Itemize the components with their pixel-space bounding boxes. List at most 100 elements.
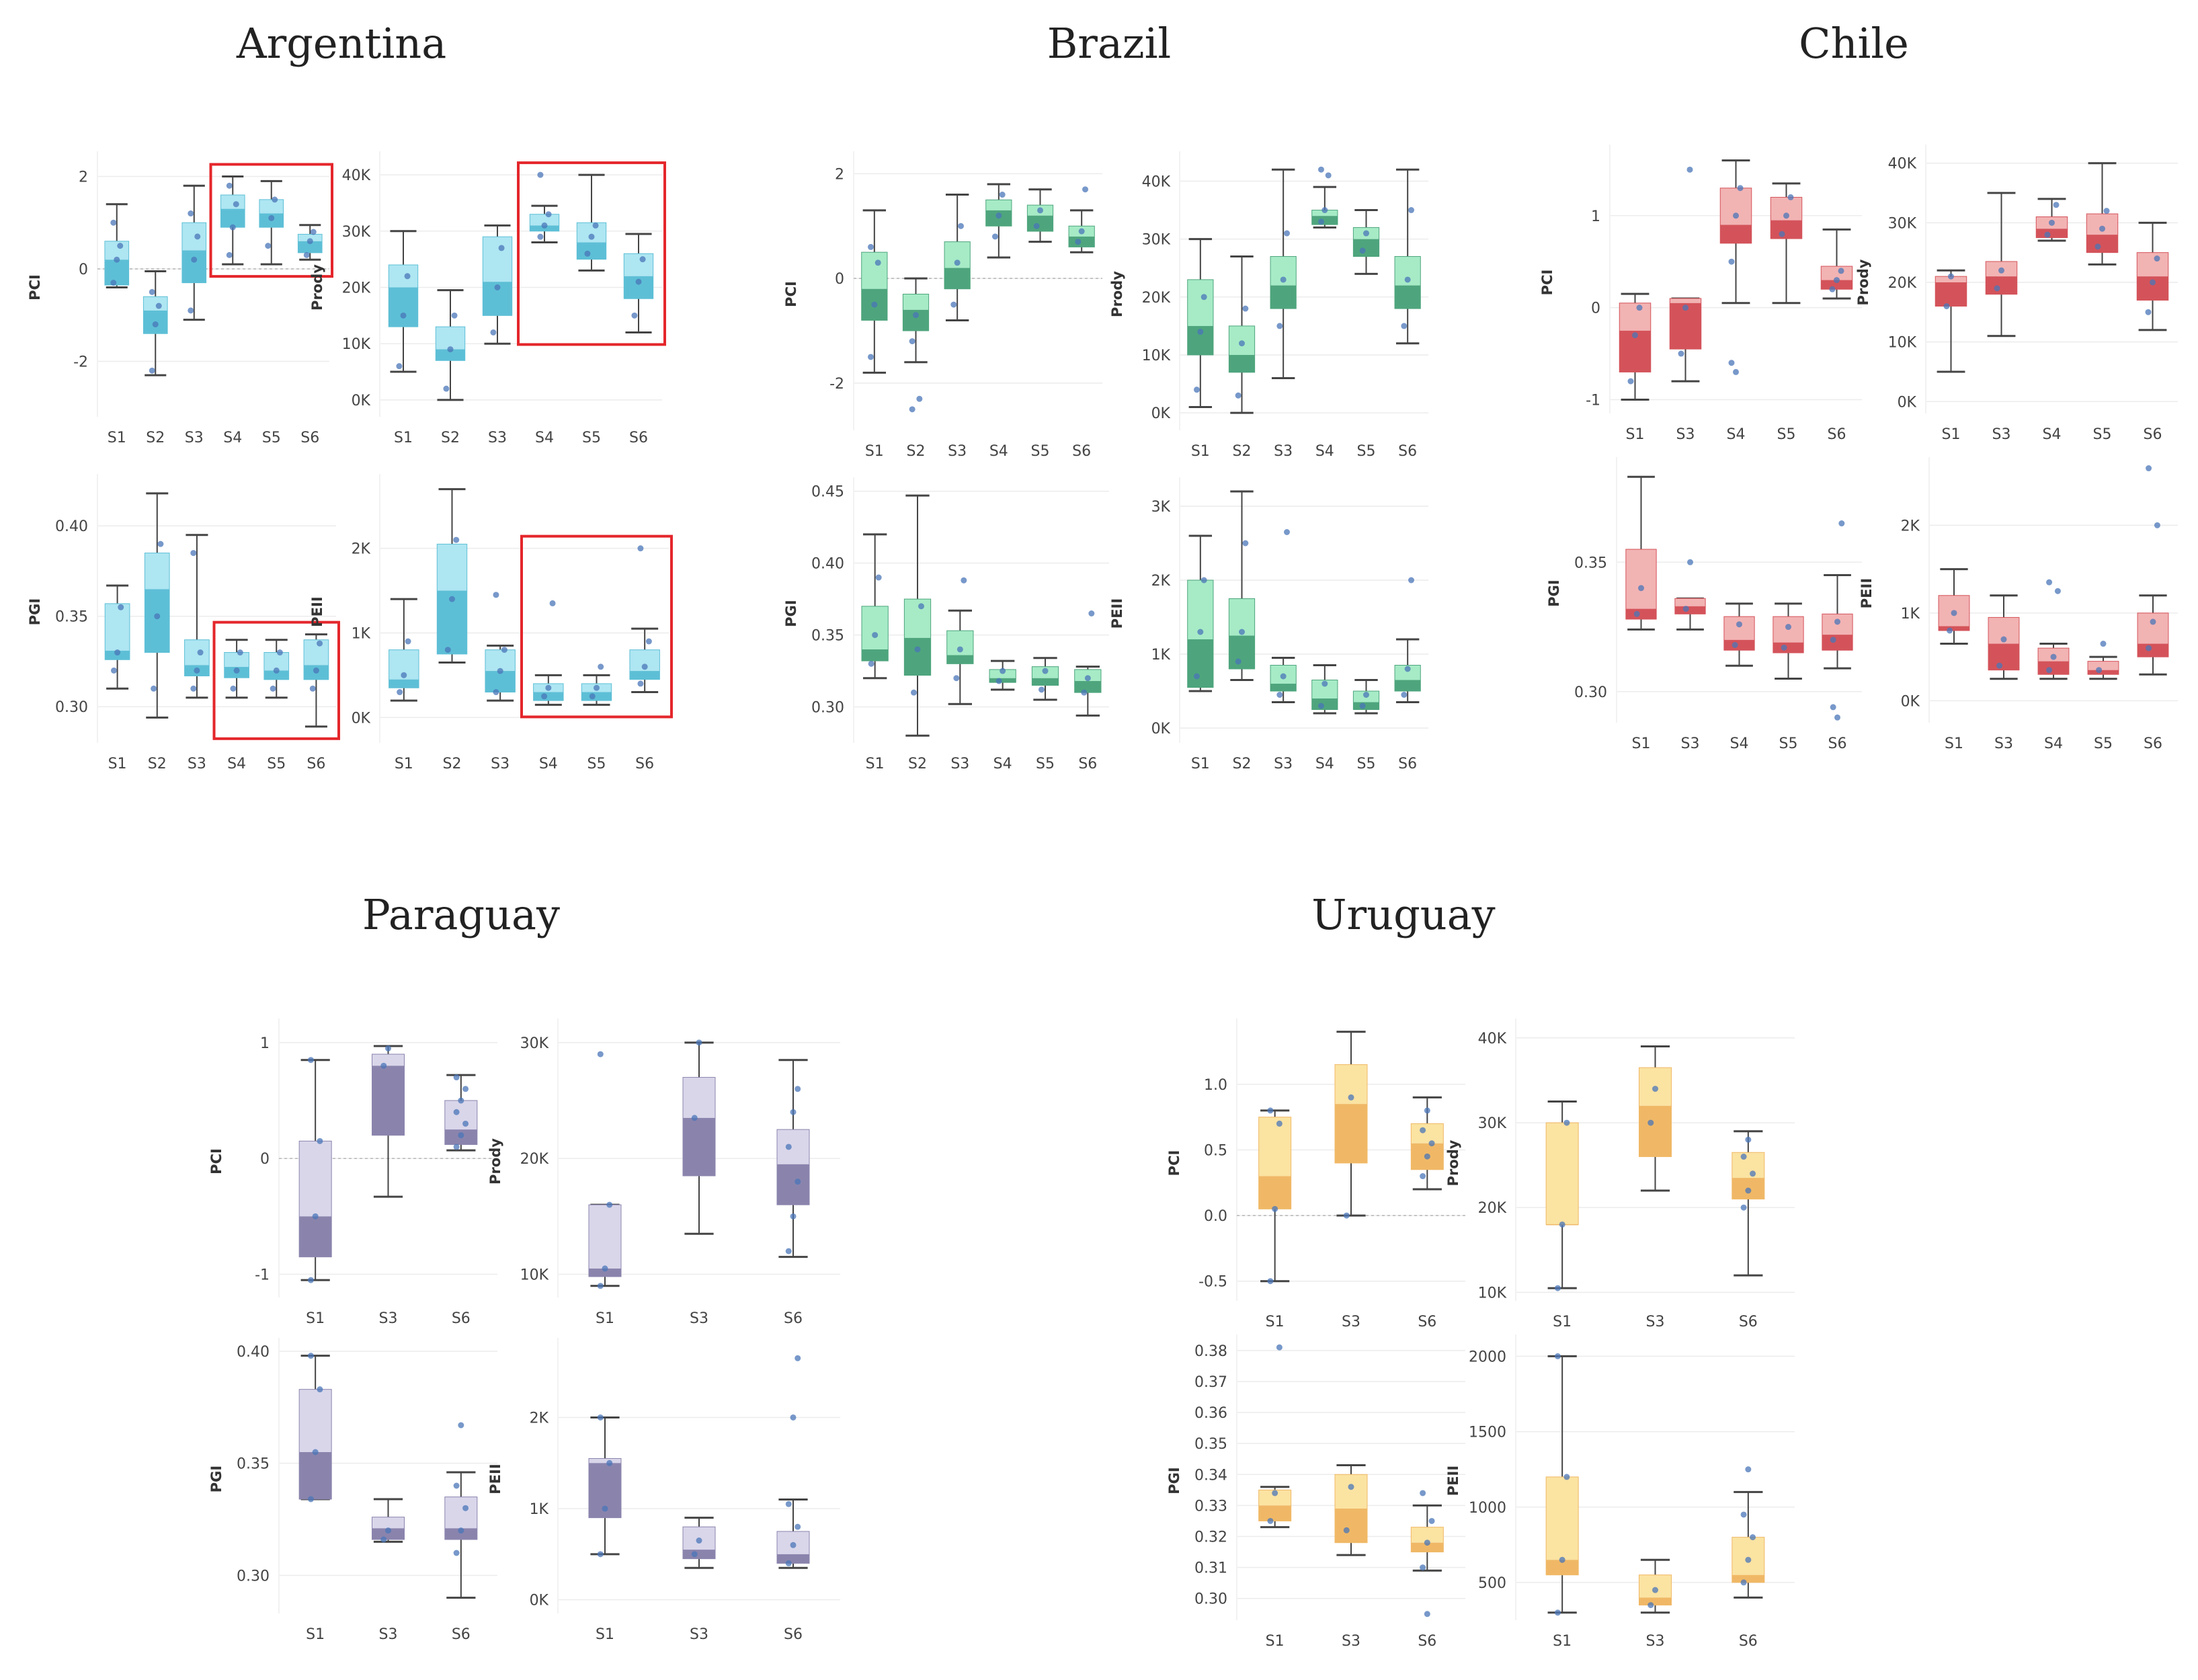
y-tick-label: 2K [1901, 518, 1920, 534]
y-axis-label: PEII [1109, 598, 1125, 629]
data-point [197, 649, 204, 656]
box-upper-half [224, 652, 249, 668]
chart-chile-pgi: 0.35 0.30 PGI S1 S3 S4 S5 S6 [1546, 457, 1862, 752]
box-S2 [1228, 255, 1256, 414]
data-point [1276, 323, 1283, 329]
box-lower-half [1723, 639, 1755, 651]
box-S1 [389, 598, 419, 702]
data-point [310, 229, 317, 235]
box-lower-half [1732, 1574, 1764, 1583]
data-point [874, 259, 881, 266]
data-point [307, 1057, 314, 1064]
data-point [1996, 662, 2003, 669]
data-point [1559, 1556, 1565, 1563]
box-S5 [2086, 162, 2119, 266]
box-S1 [1187, 534, 1214, 692]
data-point [400, 312, 407, 319]
data-point [401, 672, 407, 678]
data-point [541, 222, 548, 229]
box-S6 [1394, 168, 1421, 345]
box-S5 [2087, 641, 2119, 680]
x-tick-label: S4 [1730, 735, 1749, 752]
box-outline [298, 1140, 332, 1258]
y-tick-label: 30K [520, 1035, 549, 1052]
data-point [592, 222, 599, 229]
chart-chile-peii: 2K 1K 0K PEII S1 S3 S4 S5 S6 [1859, 457, 2178, 752]
box-upper-half [184, 639, 210, 666]
box-upper-half [220, 195, 245, 209]
box-lower-half [1258, 1505, 1291, 1521]
box-lower-half [1939, 626, 1969, 631]
box-S1 [1619, 292, 1652, 401]
x-tick-label: S3 [488, 430, 507, 446]
box-outline [263, 652, 290, 680]
data-point [1838, 268, 1844, 274]
data-point [1652, 1086, 1658, 1092]
box-upper-half [1732, 1537, 1764, 1575]
box-lower-half [1074, 681, 1101, 693]
data-point [1317, 218, 1324, 225]
box-lower-half [1032, 678, 1059, 686]
box-S1 [104, 584, 130, 690]
data-point [549, 600, 556, 606]
data-point [691, 1551, 698, 1558]
box-lower-half [944, 268, 971, 289]
box-upper-half [181, 223, 206, 251]
y-tick-label: 0 [835, 271, 844, 288]
data-point [307, 1277, 314, 1283]
data-point [1276, 1344, 1283, 1351]
chart-uruguay-peii: 2000 1500 1000 500 PEII S1 S3 S6 [1445, 1334, 1795, 1650]
data-point [537, 233, 544, 240]
data-point [380, 1062, 387, 1069]
data-point [312, 1213, 319, 1219]
box-upper-half [1258, 1490, 1291, 1506]
x-tick-label: S6 [1418, 1633, 1436, 1650]
data-point [1652, 1587, 1658, 1593]
data-point [1737, 185, 1744, 192]
data-point [307, 1353, 314, 1359]
x-tick-label: S3 [1646, 1633, 1665, 1650]
data-point [1420, 1490, 1426, 1496]
data-point [1408, 577, 1415, 584]
x-tick-label: S1 [865, 443, 884, 460]
y-axis-label: PGI [27, 598, 43, 625]
y-tick-label: 20K [520, 1151, 549, 1168]
y-tick-label: 30K [342, 224, 371, 241]
y-axis-label: PGI [783, 600, 799, 627]
data-point [637, 545, 644, 552]
box-upper-half [1546, 1123, 1579, 1225]
x-tick-label: S6 [2144, 426, 2162, 443]
x-tick-label: S3 [1994, 735, 2013, 752]
data-point [1740, 1204, 1747, 1211]
data-point [1632, 332, 1638, 339]
x-tick-label: S6 [1398, 756, 1417, 772]
data-point [537, 171, 544, 178]
data-point [1563, 1474, 1570, 1480]
box-S6 [623, 233, 654, 333]
data-point [1554, 1285, 1561, 1291]
data-point [597, 1551, 604, 1558]
data-point [1082, 186, 1089, 193]
data-point [1830, 704, 1836, 711]
data-point [458, 1132, 464, 1139]
data-point [1686, 166, 1693, 173]
box-upper-half [1732, 1152, 1764, 1178]
data-point [313, 667, 319, 674]
data-point [2044, 231, 2051, 238]
data-point [453, 536, 460, 543]
box-upper-half [444, 1496, 477, 1529]
data-point [453, 1482, 460, 1489]
data-point [868, 660, 874, 667]
box-S2 [436, 488, 468, 664]
data-point [385, 1527, 391, 1534]
box-lower-half [904, 637, 931, 676]
x-tick-label: S1 [1553, 1314, 1572, 1330]
data-point [1787, 194, 1794, 200]
data-point [152, 321, 159, 327]
x-tick-label: S5 [262, 430, 281, 446]
data-point [2049, 219, 2055, 226]
box-lower-half [1270, 684, 1297, 691]
data-point [190, 685, 197, 692]
y-tick-label: 10K [1478, 1285, 1507, 1302]
